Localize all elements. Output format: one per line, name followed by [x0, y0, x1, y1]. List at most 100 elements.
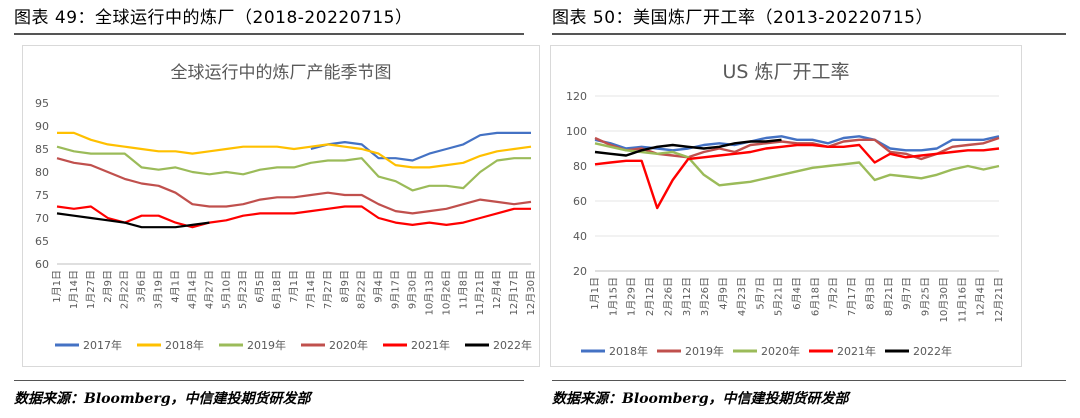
figure-50-title: 图表 50：美国炼厂开工率（2013-20220715）	[552, 8, 933, 28]
y-tick-label: 80	[573, 160, 587, 173]
y-tick-label: 20	[573, 265, 587, 278]
x-tick-label: 3月6日	[136, 270, 148, 303]
figure-49-bottom-rule	[14, 380, 524, 381]
x-tick-label: 8月9日	[339, 270, 351, 303]
series-line-2020年	[56, 157, 532, 215]
legend-label: 2019年	[247, 338, 286, 352]
x-tick-label: 1月1日	[51, 270, 63, 303]
y-tick-label: 100	[566, 125, 587, 138]
x-tick-label: 1月1日	[589, 277, 601, 310]
x-tick-label: 2月22日	[119, 270, 131, 309]
y-tick-label: 60	[35, 258, 49, 271]
y-tick-label: 85	[35, 143, 49, 156]
series-line-2021年	[56, 205, 531, 229]
figure-49-rule	[14, 33, 524, 35]
x-tick-label: 9月17日	[390, 270, 402, 309]
x-tick-label: 3月26日	[699, 277, 711, 316]
x-tick-label: 6月5日	[254, 270, 266, 303]
legend-label: 2022年	[913, 344, 952, 358]
x-tick-label: 4月14日	[186, 270, 198, 309]
y-tick-label: 40	[573, 230, 587, 243]
x-tick-label: 7月14日	[305, 270, 317, 309]
x-tick-label: 9月30日	[407, 270, 419, 309]
legend-label: 2019年	[685, 344, 724, 358]
x-tick-label: 11月16日	[956, 277, 968, 322]
y-tick-label: 95	[35, 97, 49, 110]
x-tick-label: 12月4日	[975, 277, 987, 316]
x-tick-label: 1月15日	[607, 277, 619, 316]
x-tick-label: 6月18日	[809, 277, 821, 316]
legend-label: 2022年	[493, 338, 532, 352]
series-line-2018年	[57, 131, 532, 169]
chart-frame-global: 全球运行中的炼厂产能季节图 60 65 70 75 80 85 90 95 1月1日 1月14日 1月…	[22, 45, 540, 367]
x-tick-label: 4月9日	[718, 277, 730, 310]
x-tick-label: 7月2日	[828, 277, 840, 310]
x-tick-label: 1月14日	[68, 270, 80, 309]
y-tick-label: 80	[35, 166, 49, 179]
x-tick-label: 8月21日	[883, 277, 895, 316]
x-tick-label: 3月19日	[153, 270, 165, 309]
legend-label: 2021年	[411, 338, 450, 352]
x-tick-label: 7月27日	[322, 270, 334, 309]
chart-title: 全球运行中的炼厂产能季节图	[171, 63, 392, 83]
x-tick-label: 4月1日	[170, 270, 182, 303]
figure-49-title: 图表 49：全球运行中的炼厂（2018-20220715）	[14, 8, 413, 28]
legend-label: 2020年	[761, 344, 800, 358]
figure-50-rule	[552, 33, 1066, 35]
figure-50-source: 数据来源：Bloomberg，中信建投期货研发部	[552, 391, 849, 407]
y-tick-label: 90	[35, 120, 49, 133]
x-tick-label: 7月1日	[288, 270, 300, 303]
y-tick-label: 65	[35, 235, 49, 248]
y-tick-label: 75	[35, 189, 49, 202]
series-line-2018年	[594, 135, 1000, 152]
series-line-2020年	[594, 142, 1000, 187]
chart-title: US 炼厂开工率	[722, 61, 849, 83]
figure-49-source: 数据来源：Bloomberg，中信建投期货研发部	[14, 391, 311, 407]
x-tick-label: 12月17日	[508, 270, 520, 315]
figure-50-bottom-rule	[552, 380, 1066, 381]
x-tick-label: 9月25日	[920, 277, 932, 316]
x-tick-label: 5月23日	[237, 270, 249, 309]
x-tick-label: 3月12日	[681, 277, 693, 316]
x-tick-label: 10月13日	[423, 270, 435, 315]
x-tick-label: 7月17日	[846, 277, 858, 316]
x-tick-label: 1月27日	[85, 270, 97, 309]
y-tick-label: 120	[566, 90, 587, 103]
series-line-2022年	[56, 212, 210, 229]
x-tick-label: 6月18日	[271, 270, 283, 309]
series-line-2021年	[594, 143, 1000, 210]
us-refinery-utilization-chart: US 炼厂开工率 20 40 60 80 100 120 1月1日 1月15日 1月29日 2月12…	[566, 61, 1005, 358]
x-tick-label: 5月21日	[773, 277, 785, 316]
x-tick-label: 6月4日	[791, 277, 803, 310]
x-tick-label: 2月12日	[644, 277, 656, 316]
x-tick-label: 2月26日	[662, 277, 674, 316]
x-tick-label: 10月26日	[440, 270, 452, 315]
legend-label: 2017年	[83, 338, 122, 352]
x-tick-label: 8月3日	[864, 277, 876, 310]
x-tick-label: 2月9日	[102, 270, 114, 303]
y-tick-label: 70	[35, 212, 49, 225]
x-tick-label: 1月29日	[626, 277, 638, 316]
x-tick-label: 4月27日	[203, 270, 215, 309]
x-tick-label: 5月7日	[754, 277, 766, 310]
series-line-2019年	[56, 145, 531, 192]
series-line-2017年	[310, 131, 531, 162]
x-tick-label: 11月8日	[457, 270, 469, 309]
x-tick-label: 10月30日	[938, 277, 950, 322]
legend-label: 2018年	[165, 338, 204, 352]
legend-label: 2018年	[609, 344, 648, 358]
legend-label: 2021年	[837, 344, 876, 358]
x-tick-label: 9月7日	[901, 277, 913, 310]
x-tick-label: 9月4日	[373, 270, 385, 303]
x-tick-label: 5月10日	[220, 270, 232, 309]
legend-label: 2020年	[329, 338, 368, 352]
x-tick-label: 11月21日	[474, 270, 486, 315]
y-tick-label: 60	[573, 195, 587, 208]
series-line-2022年	[594, 138, 782, 157]
x-tick-label: 12月21日	[993, 277, 1005, 322]
global-refinery-capacity-chart: 全球运行中的炼厂产能季节图 60 65 70 75 80 85 90 95 1月1日 1月14日 1月…	[35, 63, 537, 352]
x-tick-label: 12月4日	[491, 270, 503, 309]
chart-frame-us: US 炼厂开工率 20 40 60 80 100 120 1月1日 1月15日 1月29日 2月12…	[550, 45, 1022, 367]
x-tick-label: 12月30日	[525, 270, 537, 315]
x-tick-label: 4月23日	[736, 277, 748, 316]
